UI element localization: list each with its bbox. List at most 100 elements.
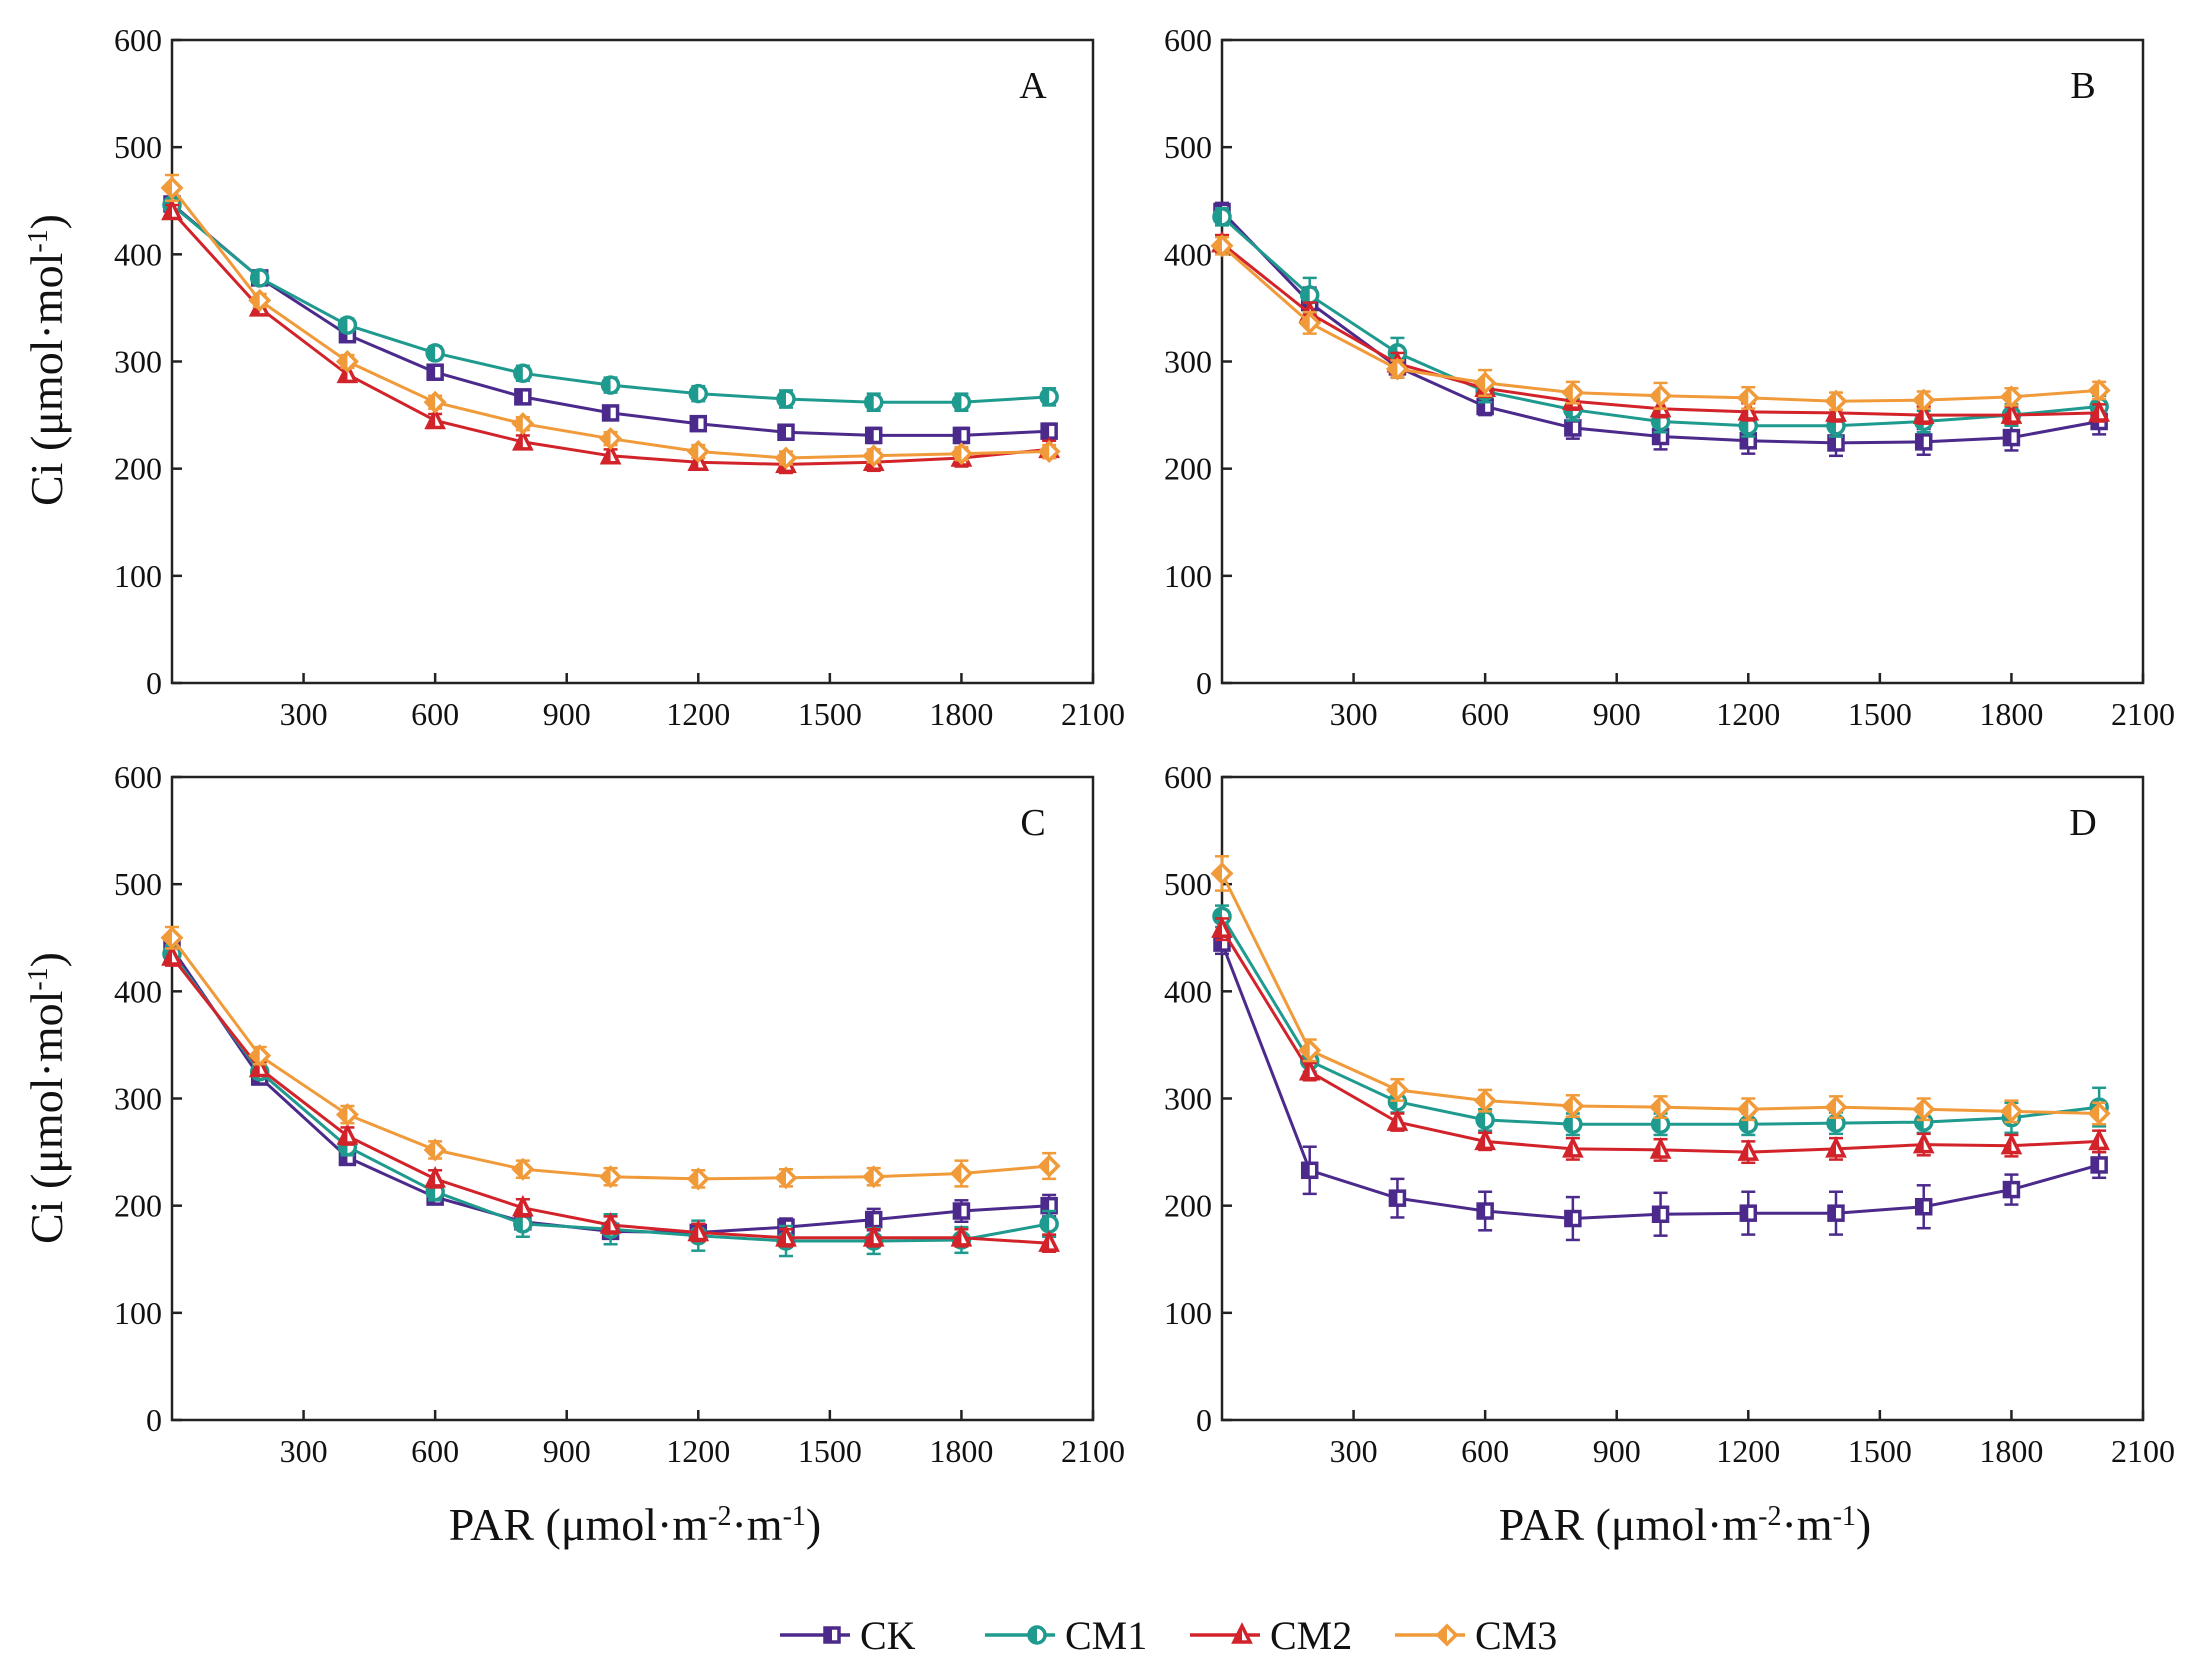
data-point — [512, 1194, 534, 1217]
x-tick-label: 1500 — [798, 696, 862, 732]
data-point — [1385, 1078, 1409, 1102]
y-tick-label: 0 — [146, 665, 162, 701]
y-tick-label: 500 — [1164, 129, 1212, 165]
data-point — [511, 1157, 535, 1181]
data-point — [335, 1103, 359, 1127]
y-tick-label: 400 — [114, 236, 162, 272]
series-cm2 — [161, 944, 1060, 1253]
series-cm3 — [160, 173, 1061, 470]
x-tick-label: 1200 — [666, 1433, 730, 1469]
data-point — [1736, 1097, 1760, 1121]
data-point — [423, 390, 447, 414]
data-point — [1912, 388, 1936, 412]
data-point — [335, 350, 359, 373]
y-tick-label: 200 — [114, 1188, 162, 1224]
x-tick-label: 1200 — [1716, 1433, 1780, 1469]
y-tick-label: 500 — [114, 866, 162, 902]
y-tick-label: 300 — [1164, 344, 1212, 380]
y-tick-label: 100 — [1164, 558, 1212, 594]
y-tick-label: 100 — [114, 558, 162, 594]
y-tick-label: 600 — [114, 22, 162, 58]
data-point — [513, 363, 533, 384]
data-point — [1651, 1205, 1670, 1223]
x-tick-label: 900 — [1593, 696, 1641, 732]
series-cm1 — [162, 944, 1059, 1258]
data-point — [1738, 416, 1759, 436]
x-axis-title-left: PAR (μmol·m-2·m-1) — [449, 1499, 822, 1550]
data-point — [424, 1165, 446, 1188]
panel-letter: C — [1020, 802, 1045, 844]
legend-marker — [1435, 1623, 1459, 1647]
data-point — [511, 412, 535, 436]
data-point — [1210, 861, 1234, 885]
data-point — [952, 426, 971, 445]
data-point — [1912, 1131, 1935, 1154]
y-tick-label: 100 — [114, 1295, 162, 1331]
data-point — [1386, 1109, 1409, 1131]
x-tick-label: 2100 — [2111, 696, 2175, 732]
panels: 0 100 200 300 400 500 600 300 600 900 1200 1500 1800… — [114, 22, 2175, 1469]
data-point — [1037, 440, 1061, 463]
legend-item-cm2: CM2 — [1190, 1613, 1352, 1658]
data-point — [1564, 419, 1582, 437]
data-point — [600, 375, 621, 395]
data-point — [775, 1224, 797, 1247]
legend-label: CM3 — [1475, 1613, 1557, 1658]
data-point — [426, 363, 444, 381]
data-point — [1211, 916, 1233, 938]
y-tick-label: 200 — [1164, 451, 1212, 487]
y-tick-label: 500 — [114, 129, 162, 165]
y-tick-label: 200 — [1164, 1188, 1212, 1224]
data-point — [248, 1044, 272, 1068]
data-point — [2087, 378, 2111, 402]
x-tick-label: 300 — [1330, 696, 1378, 732]
plot-frame — [1220, 38, 2145, 685]
data-point — [2002, 1180, 2021, 1199]
legend-marker — [823, 1626, 841, 1644]
x-tick-label: 1200 — [1716, 696, 1780, 732]
data-point — [686, 440, 710, 463]
x-tick-label: 2100 — [1061, 696, 1125, 732]
y-tick-label: 0 — [1196, 1402, 1212, 1438]
data-point — [336, 1123, 359, 1145]
plot-frame — [170, 38, 1095, 685]
y-axis-title-top: Ci (μmol·mol-1) — [21, 214, 72, 506]
panel-letter: B — [2070, 65, 2095, 107]
y-tick-label: 400 — [1164, 236, 1212, 272]
y-tick-label: 100 — [1164, 1295, 1212, 1331]
x-tick-label: 1800 — [929, 696, 993, 732]
data-point — [1476, 1202, 1494, 1220]
x-tick-label: 1500 — [1848, 1433, 1912, 1469]
data-point — [337, 315, 358, 335]
data-point — [1999, 1099, 2023, 1123]
data-point — [1475, 1110, 1495, 1130]
data-point — [513, 1214, 533, 1234]
data-point — [1912, 402, 1935, 424]
data-point — [2002, 428, 2021, 447]
series-cm3 — [1210, 234, 2111, 413]
data-point — [777, 423, 795, 441]
legend-item-cm1: CM1 — [985, 1613, 1147, 1658]
data-point — [423, 1138, 447, 1162]
data-point — [601, 404, 620, 422]
plot-frame — [1220, 775, 2145, 1422]
y-tick-label: 300 — [1164, 1081, 1212, 1117]
series-cm2 — [1211, 916, 2110, 1165]
panel-b: 0 100 200 300 400 500 600 300 600 900 1200 1500 1800… — [1164, 22, 2175, 732]
data-point — [1039, 387, 1059, 407]
legend-marker — [1231, 1622, 1253, 1644]
y-tick-label: 300 — [114, 344, 162, 380]
data-point — [1825, 1135, 1847, 1158]
data-point — [1040, 1196, 1058, 1215]
series-ck — [1213, 931, 2108, 1242]
data-point — [1912, 1097, 1936, 1121]
x-tick-label: 300 — [1330, 1433, 1378, 1469]
data-point — [1298, 311, 1322, 335]
y-tick-label: 400 — [1164, 973, 1212, 1009]
panel-d: 0 100 200 300 400 500 600 300 600 900 1200 1500 1800… — [1164, 759, 2175, 1469]
data-point — [599, 1212, 622, 1234]
y-tick-label: 600 — [1164, 759, 1212, 795]
data-point — [425, 343, 445, 363]
x-tick-label: 2100 — [2111, 1433, 2175, 1469]
